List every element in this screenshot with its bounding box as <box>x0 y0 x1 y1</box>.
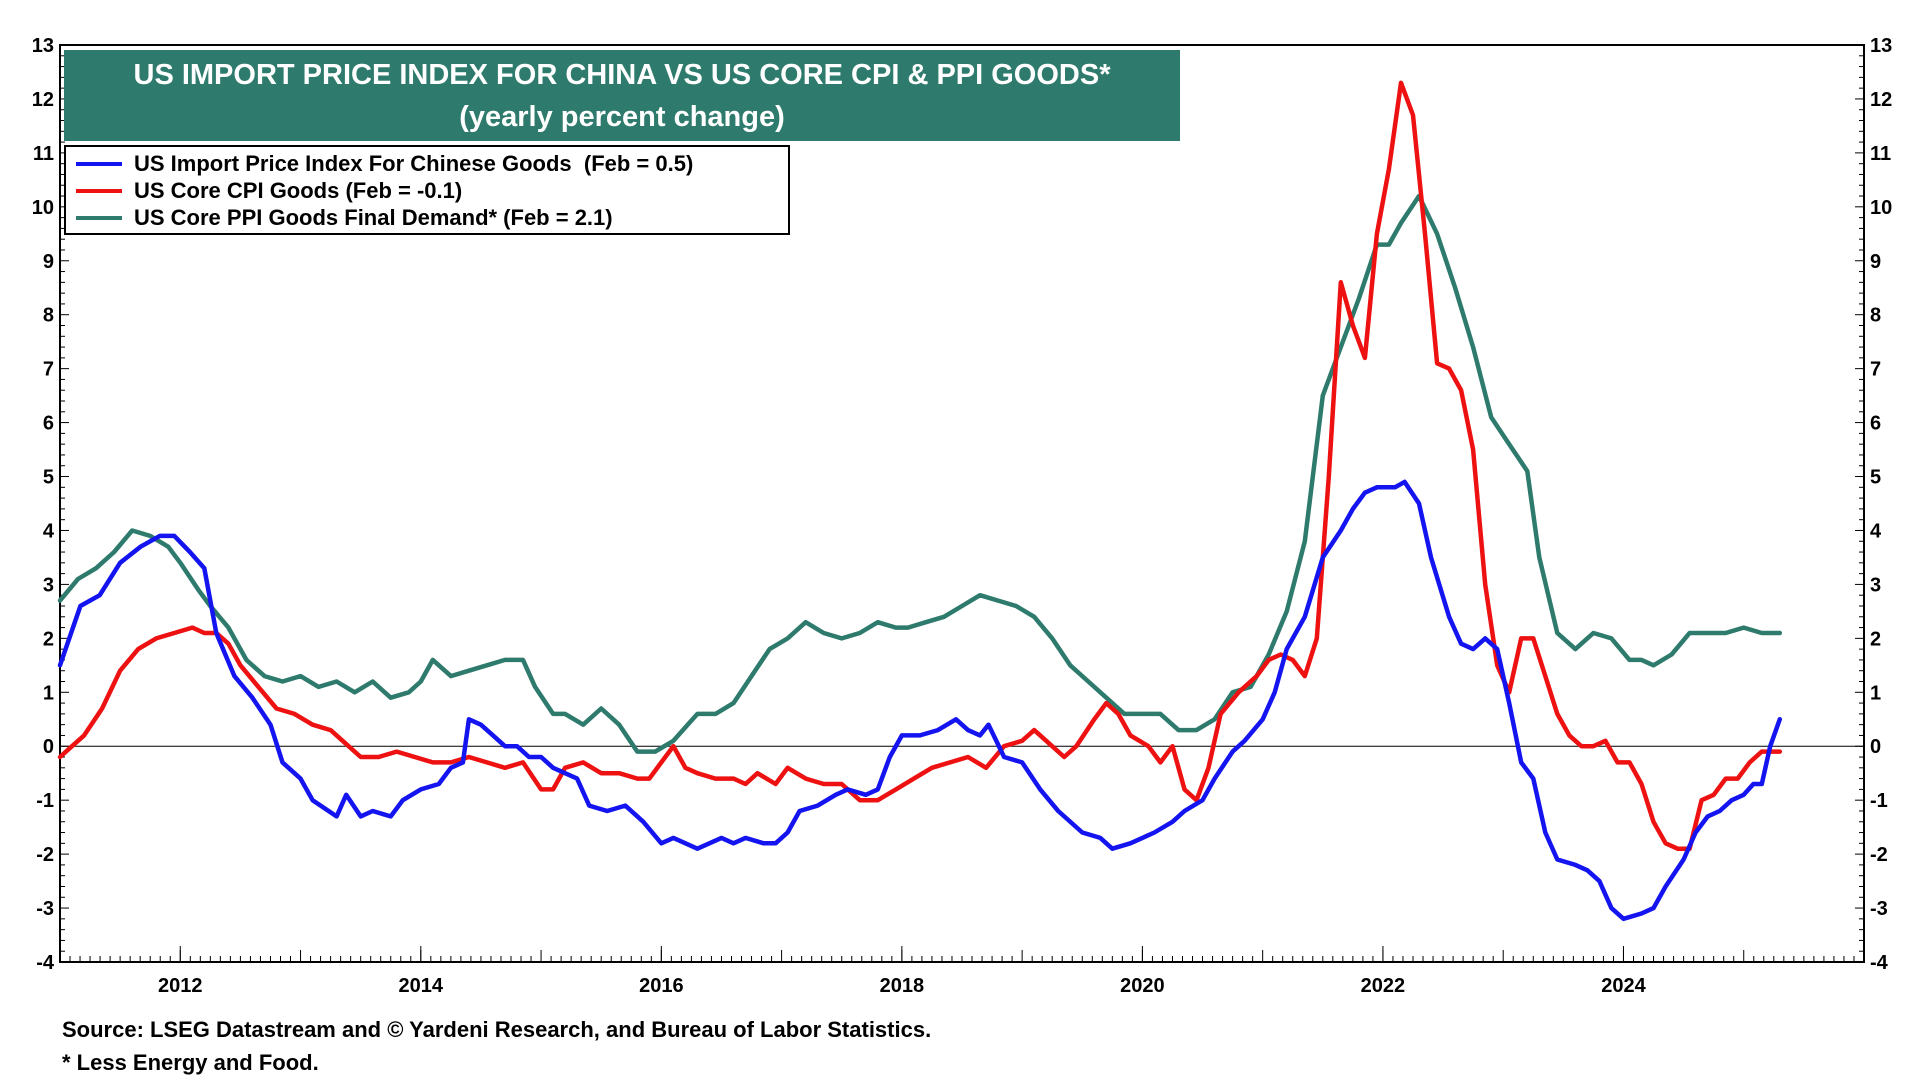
y-tick-label-left: 11 <box>33 143 54 165</box>
y-tick-label-left: 13 <box>32 35 54 57</box>
y-tick-label-right: 11 <box>1870 143 1891 165</box>
x-tick-label: 2022 <box>1361 975 1406 997</box>
legend-item-core-cpi: US Core CPI Goods (Feb = -0.1) <box>76 177 462 204</box>
y-tick-label-left: 10 <box>32 197 54 219</box>
series-line-2 <box>57 193 1783 754</box>
legend-item-core-ppi: US Core PPI Goods Final Demand* (Feb = 2… <box>76 204 613 231</box>
y-tick-label-left: 8 <box>43 305 54 327</box>
y-tick-label-right: 5 <box>1870 467 1881 489</box>
y-tick-label-right: 4 <box>1870 520 1882 542</box>
y-tick-label-right: 3 <box>1870 574 1881 596</box>
footnote: * Less Energy and Food. <box>62 1050 319 1075</box>
chart-title-box: US IMPORT PRICE INDEX FOR CHINA VS US CO… <box>64 50 1180 141</box>
y-tick-label-right: 9 <box>1870 251 1881 273</box>
y-tick-label-right: 0 <box>1870 736 1881 758</box>
legend-label-core-ppi: US Core PPI Goods Final Demand* (Feb = 2… <box>134 204 613 230</box>
y-tick-label-left: 12 <box>32 89 54 111</box>
chart-subtitle: (yearly percent change) <box>459 101 785 133</box>
y-tick-label-right: 12 <box>1870 89 1892 111</box>
y-tick-label-right: 7 <box>1870 359 1881 381</box>
y-tick-label-left: 6 <box>43 413 54 435</box>
x-axis: 2012 2014 2016 2018 2020 2022 2024 <box>69 946 1855 997</box>
legend-swatch-core-ppi <box>76 215 122 220</box>
y-tick-label-left: -4 <box>36 952 55 974</box>
legend-item-import-price: US Import Price Index For Chinese Goods … <box>76 150 693 177</box>
y-tick-label-right: 10 <box>1870 197 1892 219</box>
y-tick-label-left: 2 <box>43 628 54 650</box>
x-tick-label: 2014 <box>399 975 444 997</box>
y-tick-label-right: 1 <box>1870 682 1881 704</box>
x-tick-label: 2024 <box>1601 975 1646 997</box>
y-tick-label-right: 13 <box>1870 35 1892 57</box>
chart-title: US IMPORT PRICE INDEX FOR CHINA VS US CO… <box>133 59 1111 91</box>
legend-label-core-cpi: US Core CPI Goods (Feb = -0.1) <box>134 177 463 203</box>
x-tick-label: 2018 <box>880 975 925 997</box>
y-tick-label-left: 7 <box>43 359 54 381</box>
legend: US Import Price Index For Chinese Goods … <box>64 145 790 235</box>
y-tick-label-left: 0 <box>43 736 54 758</box>
legend-swatch-import-price <box>76 161 122 166</box>
y-tick-label-right: 2 <box>1870 628 1881 650</box>
y-tick-label-left: 4 <box>43 520 55 542</box>
y-tick-label-right: -1 <box>1870 790 1888 812</box>
legend-label-import-price: US Import Price Index For Chinese Goods … <box>134 150 694 176</box>
x-tick-label: 2020 <box>1120 975 1165 997</box>
y-tick-label-right: -3 <box>1870 898 1888 920</box>
series-lines <box>57 80 1783 922</box>
y-tick-label-right: -2 <box>1870 844 1888 866</box>
y-tick-label-left: -2 <box>36 844 54 866</box>
y-tick-label-left: 3 <box>43 574 54 596</box>
y-tick-label-left: 5 <box>43 467 54 489</box>
y-tick-label-left: 1 <box>43 682 54 704</box>
y-tick-label-right: 6 <box>1870 413 1881 435</box>
x-tick-label: 2016 <box>639 975 684 997</box>
y-tick-label-left: -3 <box>36 898 54 920</box>
y-tick-label-right: 8 <box>1870 305 1881 327</box>
series-line-0 <box>57 479 1783 922</box>
legend-swatch-core-cpi <box>76 188 122 193</box>
y-tick-label-left: 9 <box>43 251 54 273</box>
x-tick-label: 2012 <box>158 975 203 997</box>
y-tick-label-left: -1 <box>36 790 54 812</box>
y-tick-label-right: -4 <box>1870 952 1889 974</box>
source-note: Source: LSEG Datastream and © Yardeni Re… <box>62 1017 932 1042</box>
series-line-1 <box>57 80 1783 851</box>
